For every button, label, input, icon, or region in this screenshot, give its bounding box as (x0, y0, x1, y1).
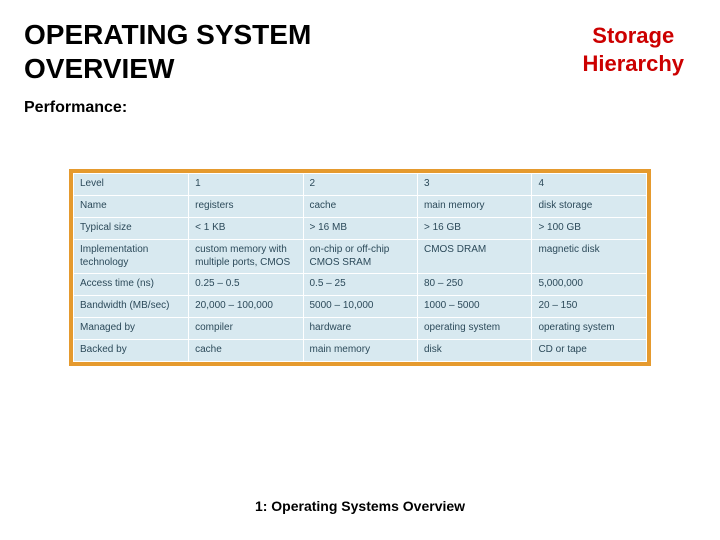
cell-managed-2: hardware (303, 318, 417, 340)
row-header-access: Access time (ns) (74, 274, 189, 296)
table-row: Managed by compiler hardware operating s… (74, 318, 647, 340)
cell-name-4: disk storage (532, 196, 647, 218)
cell-bw-4: 20 – 150 (532, 296, 647, 318)
cell-name-1: registers (189, 196, 303, 218)
row-header-bandwidth: Bandwidth (MB/sec) (74, 296, 189, 318)
cell-access-1: 0.25 – 0.5 (189, 274, 303, 296)
footer-text: 1: Operating Systems Overview (0, 498, 720, 514)
table-row: Level 1 2 3 4 (74, 174, 647, 196)
row-header-level: Level (74, 174, 189, 196)
cell-bw-3: 1000 – 5000 (417, 296, 531, 318)
sub-title-line1: Storage (592, 23, 674, 48)
main-title-line1: OPERATING SYSTEM (24, 19, 311, 50)
cell-size-4: > 100 GB (532, 218, 647, 240)
cell-impl-2: on-chip or off-chip CMOS SRAM (303, 240, 417, 274)
cell-level-2: 2 (303, 174, 417, 196)
cell-level-3: 3 (417, 174, 531, 196)
main-title: OPERATING SYSTEM OVERVIEW (24, 18, 311, 85)
cell-bw-1: 20,000 – 100,000 (189, 296, 303, 318)
row-header-name: Name (74, 196, 189, 218)
storage-hierarchy-table: Level 1 2 3 4 Name registers cache main … (73, 173, 647, 362)
cell-backed-3: disk (417, 340, 531, 362)
cell-impl-1: custom memory with multiple ports, CMOS (189, 240, 303, 274)
sub-title: Storage Hierarchy (582, 18, 684, 77)
cell-access-4: 5,000,000 (532, 274, 647, 296)
row-header-impl: Implementation technology (74, 240, 189, 274)
header-row: OPERATING SYSTEM OVERVIEW Storage Hierar… (0, 0, 720, 85)
cell-impl-3: CMOS DRAM (417, 240, 531, 274)
sub-title-line2: Hierarchy (582, 51, 684, 76)
cell-managed-3: operating system (417, 318, 531, 340)
table-row: Implementation technology custom memory … (74, 240, 647, 274)
cell-level-4: 4 (532, 174, 647, 196)
table-row: Backed by cache main memory disk CD or t… (74, 340, 647, 362)
table-row: Bandwidth (MB/sec) 20,000 – 100,000 5000… (74, 296, 647, 318)
cell-access-2: 0.5 – 25 (303, 274, 417, 296)
table-row: Access time (ns) 0.25 – 0.5 0.5 – 25 80 … (74, 274, 647, 296)
row-header-size: Typical size (74, 218, 189, 240)
cell-bw-2: 5000 – 10,000 (303, 296, 417, 318)
storage-hierarchy-table-wrap: Level 1 2 3 4 Name registers cache main … (69, 169, 651, 366)
cell-name-3: main memory (417, 196, 531, 218)
section-label: Performance: (0, 85, 720, 117)
cell-impl-4: magnetic disk (532, 240, 647, 274)
cell-access-3: 80 – 250 (417, 274, 531, 296)
main-title-line2: OVERVIEW (24, 53, 174, 84)
cell-managed-4: operating system (532, 318, 647, 340)
cell-backed-1: cache (189, 340, 303, 362)
cell-size-1: < 1 KB (189, 218, 303, 240)
table-row: Name registers cache main memory disk st… (74, 196, 647, 218)
cell-size-2: > 16 MB (303, 218, 417, 240)
table-row: Typical size < 1 KB > 16 MB > 16 GB > 10… (74, 218, 647, 240)
cell-name-2: cache (303, 196, 417, 218)
cell-level-1: 1 (189, 174, 303, 196)
cell-managed-1: compiler (189, 318, 303, 340)
cell-backed-2: main memory (303, 340, 417, 362)
cell-backed-4: CD or tape (532, 340, 647, 362)
row-header-backed: Backed by (74, 340, 189, 362)
cell-size-3: > 16 GB (417, 218, 531, 240)
row-header-managed: Managed by (74, 318, 189, 340)
